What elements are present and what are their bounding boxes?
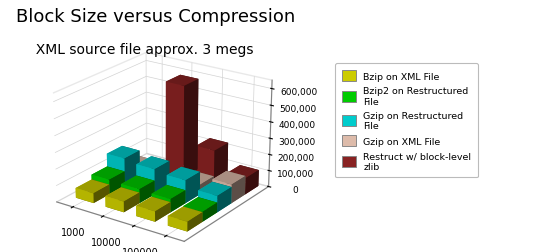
Text: XML source file approx. 3 megs: XML source file approx. 3 megs [27, 43, 254, 57]
Text: Block Size versus Compression: Block Size versus Compression [16, 8, 295, 25]
Legend: Bzip on XML File, Bzip2 on Restructured
File, Gzip on Restructured
File, Gzip on: Bzip on XML File, Bzip2 on Restructured … [335, 64, 478, 178]
